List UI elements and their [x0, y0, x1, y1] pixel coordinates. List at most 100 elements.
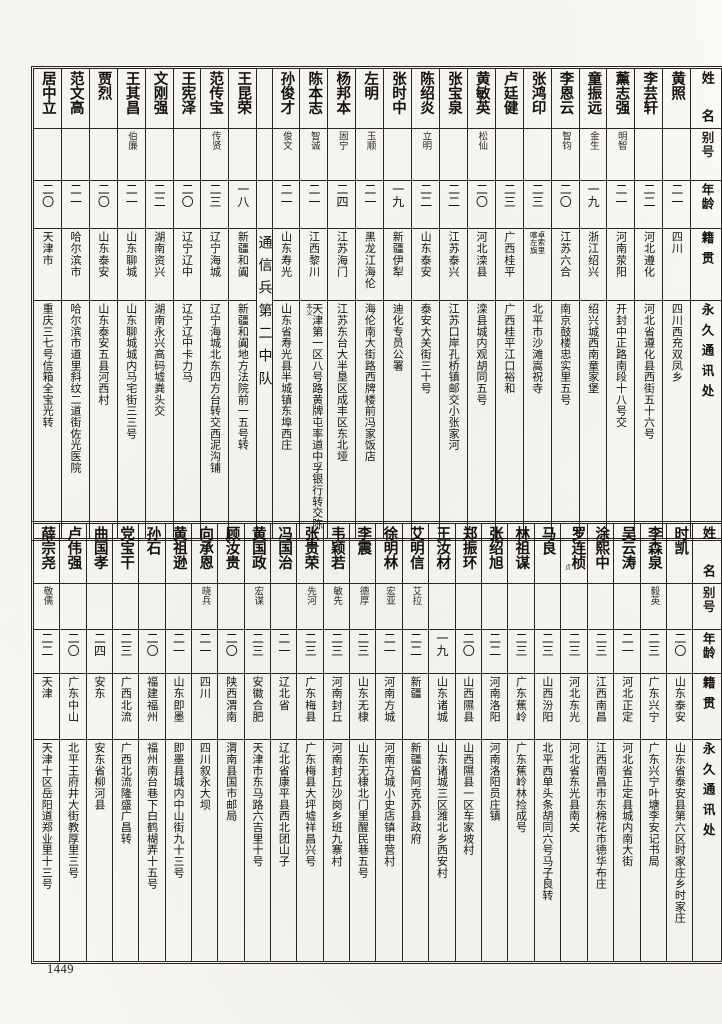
cell-person-name: 杨邦本 — [327, 68, 357, 129]
cell-alias — [383, 127, 413, 181]
native-place-text: 广东中山 — [66, 675, 80, 723]
cell-native-place: 福建福州 — [138, 672, 166, 740]
cell-age: 二三 — [522, 179, 552, 229]
native-place-text: 山东聊城 — [124, 230, 138, 278]
cell-alias — [634, 127, 664, 181]
cell-permanent-address: 迪化专员公署 — [383, 299, 413, 539]
native-place-text: 河南荥阳 — [614, 230, 628, 278]
age-text: 二一 — [307, 182, 322, 208]
row-age: 二〇 二一 二〇 二一 二二 二〇 二三 一八 二一 二一 二四 二一 一九 二二 二二 二〇 二三 二三 二〇 一九… — [33, 179, 722, 229]
permanent-address-text: 重庆三七号信箱全宝光转 — [41, 302, 55, 428]
native-place-text: 江西南昌 — [594, 675, 608, 723]
permanent-address-text: 江苏口岸孔桥镇邮交小张家河 — [447, 302, 461, 451]
person-name-text: 向承恩 — [197, 526, 214, 570]
person-name-text: 曲国孝 — [91, 526, 108, 570]
permanent-address-text: 河南方城小史店镇申营村 — [382, 741, 396, 867]
alias-text: 智诚 — [308, 130, 320, 151]
header-native-place-text: 籍贯 — [699, 230, 715, 272]
cell-age: 二〇 — [138, 628, 166, 674]
alias-text: 敏先 — [331, 585, 343, 606]
age-text: 二一 — [276, 631, 291, 657]
cell-permanent-address: 天津十区岳阳道郑业里十三号 — [32, 738, 61, 962]
permanent-address-text: 山东诸城三区潍北乡西安村 — [435, 741, 449, 878]
native-place-subtext: 喀左旗 — [529, 230, 539, 254]
native-place-text: 新疆伊犁 — [391, 230, 405, 278]
cell-age: 二二 — [411, 179, 441, 229]
permanent-address-text: 辽北省康平县西北团山子 — [277, 741, 291, 867]
person-name-text: 李恩云 — [557, 71, 574, 115]
alias-text: 固宁 — [336, 130, 348, 151]
cell-age: 二一 — [299, 179, 329, 229]
cell-person-name: 王昆荣 — [228, 68, 258, 129]
person-name-text: 李震 — [355, 526, 372, 556]
header-native-place: 籍贯 — [690, 227, 722, 301]
cell-permanent-address: 辽宁海城北东四方台转交西泥沟铺 — [200, 299, 230, 539]
person-name-text: 黄祖逊 — [170, 526, 187, 570]
person-name-text: 张鸿印 — [529, 71, 546, 115]
permanent-address-text: 山东省泰安县第六区时家庄乡时家庄 — [673, 741, 687, 924]
cell-age: 二一 — [662, 179, 692, 229]
permanent-address-text: 山东省寿光县半城镇东埠西庄 — [279, 302, 293, 451]
cell-age: 二二 — [480, 628, 509, 674]
age-text: 二二 — [487, 631, 502, 657]
native-place-text: 山西汾阳 — [540, 675, 554, 723]
cell-permanent-address: 天津市东马路六吉里十号 — [243, 738, 272, 962]
person-name-text: 张宝泉 — [445, 71, 462, 115]
cell-permanent-address: 山西隰县一区车家坡村 — [454, 738, 482, 962]
page-number: 1449 — [47, 962, 74, 976]
permanent-address-text: 开封中正路南段十八号交 — [614, 302, 628, 428]
cell-permanent-address: 北平市沙滩嵩祝寺 — [522, 299, 552, 539]
permanent-address-text: 辽宁海城北东四方台转交西泥沟铺 — [208, 302, 222, 473]
cell-native-place: 河北正定 — [613, 672, 641, 740]
cell-age: 二三 — [559, 628, 589, 674]
header-name-text: 姓 名 — [699, 526, 715, 583]
person-name-text: 党宝干 — [118, 526, 135, 570]
age-text: 二三 — [355, 631, 370, 657]
alias-text: 宏谋 — [252, 585, 264, 606]
header-alias: 别号 — [692, 582, 722, 630]
cell-permanent-address: 福州南台巷下白鹤楜弄十五号 — [138, 738, 166, 962]
native-place-text: 江苏六合 — [558, 230, 572, 278]
header-alias: 别号 — [690, 127, 722, 181]
row-native-place: 天津 广东中山 安东 广西北流 福建福州 山东即墨 四川 陕西渭南 安徽合肥 辽北省 广东梅县 河南封… — [32, 672, 722, 740]
person-name-text: 顾汝贵 — [223, 526, 240, 570]
person-name-text: 孙石 — [144, 526, 161, 556]
person-name-text: 范文高 — [67, 71, 84, 115]
cell-age: 二三 — [349, 628, 377, 674]
age-text: 二二 — [408, 631, 423, 657]
header-age-text: 年龄 — [700, 631, 716, 660]
cell-native-place: 山东即墨 — [164, 672, 193, 740]
cell-permanent-address: 山东无棣北门里醒民巷五号 — [349, 738, 377, 962]
row-age: 二二 二〇 二四 二三 二〇 二一 二一 二〇 二三 二一 二三 二三 二三 二一 二二 一九 二〇 二二 二三 二三… — [32, 628, 722, 674]
cell-person-name: 向承恩 — [191, 523, 219, 584]
native-place-text: 河北滦县 — [474, 230, 488, 278]
permanent-address-text: 山东无棣北门里醒民巷五号 — [356, 741, 370, 878]
native-place-text: 河北东光 — [567, 675, 581, 723]
cell-alias — [454, 582, 482, 630]
cell-person-name: 党宝干 — [112, 523, 140, 584]
permanent-address-text: 新疆省阿克苏县政府 — [409, 741, 423, 844]
cell-alias: 智诚 — [299, 127, 329, 181]
cell-native-place: 湖南资兴 — [144, 227, 174, 301]
cell-age: 一九 — [428, 628, 456, 674]
alias-text: 艾拉 — [410, 585, 422, 606]
cell-age: 二一 — [164, 628, 193, 674]
cell-native-place: 辽宁海城 — [200, 227, 230, 301]
roster-table: 居中立 范文高 贾烈 王其昌 文刚强 王宪泽 范传宝 王昆荣 孙俊才 陈本志 杨邦本 左明 张时中 陈绍炎… — [30, 65, 722, 542]
cell-alias: 艾拉 — [401, 582, 430, 630]
row-alias: 敬儒 晓兵 宏谋 先河 敏先 德厚 宏亚 艾拉 毅英 别号 — [32, 582, 722, 630]
cell-native-place: 广西桂平 — [494, 227, 524, 301]
cell-person-name: 张时中 — [383, 68, 413, 129]
cell-person-name: 王宪泽 — [172, 68, 202, 129]
cell-alias: 传贤 — [200, 127, 230, 181]
cell-alias — [164, 582, 193, 630]
cell-age: 一九 — [383, 179, 413, 229]
cell-alias — [587, 582, 615, 630]
cell-native-place: 浙江绍兴 — [578, 227, 608, 301]
person-name-text: 薛宗尧 — [39, 526, 56, 570]
cell-person-name: 艾明信 — [401, 523, 430, 584]
permanent-address-text: 北平西单头条胡同六号马子良转 — [540, 741, 554, 901]
cell-alias — [33, 127, 62, 181]
cell-alias: 宏亚 — [375, 582, 403, 630]
cell-age: 二〇 — [454, 628, 482, 674]
